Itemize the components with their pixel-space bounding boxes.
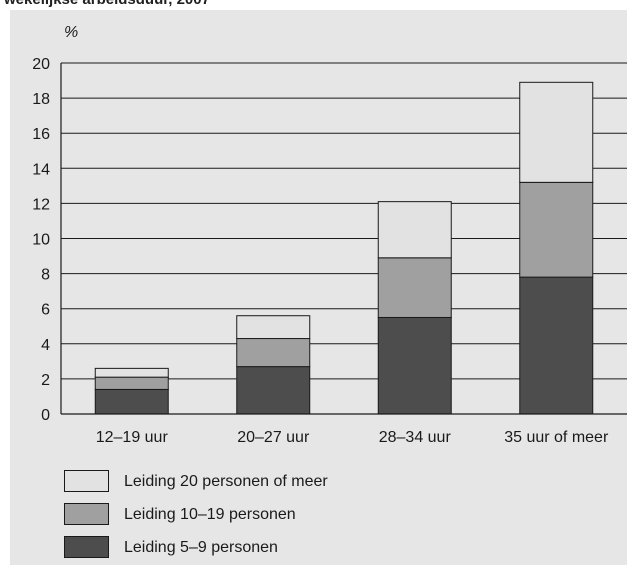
y-tick-label: 6 <box>41 302 50 319</box>
x-tick-label: 28–34 uur <box>379 429 452 446</box>
x-tick-label: 12–19 uur <box>96 429 169 446</box>
y-tick-label: 16 <box>32 126 50 143</box>
bar-segment <box>377 201 452 259</box>
y-tick-label: 8 <box>41 267 50 284</box>
x-tick-label: 35 uur of meer <box>504 429 609 446</box>
y-tick-label: 20 <box>32 56 50 73</box>
bar-segment <box>236 338 311 368</box>
legend-swatch <box>64 470 109 492</box>
bar-segment <box>519 181 594 278</box>
bar-segment <box>377 257 452 318</box>
y-tick-label: 0 <box>41 407 50 424</box>
bar-segment <box>94 367 169 378</box>
legend-swatch <box>64 536 109 558</box>
y-axis-label: % <box>64 24 78 41</box>
y-tick-label: 10 <box>32 232 50 249</box>
legend-label: Leiding 10–19 personen <box>124 506 296 523</box>
y-tick-label: 2 <box>41 372 50 389</box>
bar-segment <box>377 316 452 415</box>
bar-segment <box>94 388 169 415</box>
x-tick-label: 20–27 uur <box>237 429 310 446</box>
chart-title-strip: wekelijkse arbeidsduur, 2007 <box>0 0 627 10</box>
chart-title: wekelijkse arbeidsduur, 2007 <box>4 0 210 8</box>
legend-swatch <box>64 503 109 525</box>
legend-label: Leiding 20 personen of meer <box>124 473 328 490</box>
stacked-bar-chart: % 0 2 4 6 8 10 12 14 16 18 20 12–19 uur 20–27 uur 28–3… <box>32 24 627 446</box>
bar-segment <box>236 315 311 340</box>
bar-segment <box>519 276 594 415</box>
bar-segment <box>236 366 311 415</box>
legend-label: Leiding 5–9 personen <box>124 539 278 556</box>
bar-segment <box>519 81 594 183</box>
y-tick-label: 14 <box>32 161 50 178</box>
y-tick-label: 12 <box>32 196 50 213</box>
y-tick-label: 4 <box>41 337 50 354</box>
y-tick-label: 18 <box>32 91 50 108</box>
bar-segment <box>94 376 169 390</box>
